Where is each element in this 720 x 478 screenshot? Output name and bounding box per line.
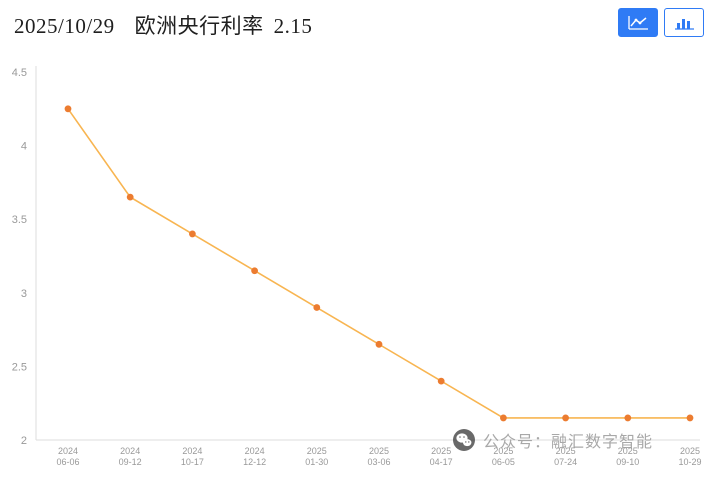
- page-title: 2025/10/29 欧洲央行利率 2.15: [14, 10, 312, 40]
- svg-text:2024: 2024: [245, 446, 265, 456]
- svg-text:2025: 2025: [618, 446, 638, 456]
- chart-type-toggle: [618, 8, 704, 37]
- svg-text:4.5: 4.5: [12, 67, 27, 79]
- svg-text:2024: 2024: [58, 446, 78, 456]
- svg-text:2025: 2025: [556, 446, 576, 456]
- wechat-icon: [452, 428, 476, 452]
- svg-text:10-17: 10-17: [181, 457, 204, 467]
- svg-text:03-06: 03-06: [367, 457, 390, 467]
- svg-text:12-12: 12-12: [243, 457, 266, 467]
- svg-text:09-12: 09-12: [119, 457, 142, 467]
- svg-text:2024: 2024: [182, 446, 202, 456]
- svg-text:06-05: 06-05: [492, 457, 515, 467]
- svg-text:2025: 2025: [369, 446, 389, 456]
- svg-text:2025: 2025: [680, 446, 700, 456]
- title-rate-value: 2.15: [273, 14, 313, 38]
- svg-text:07-24: 07-24: [554, 457, 577, 467]
- svg-text:2025: 2025: [307, 446, 327, 456]
- watermark: 公众号：融汇数字智能: [452, 428, 653, 452]
- svg-text:2024: 2024: [120, 446, 140, 456]
- bar-chart-icon: [673, 15, 695, 31]
- svg-text:09-10: 09-10: [616, 457, 639, 467]
- svg-text:06-06: 06-06: [56, 457, 79, 467]
- title-date: 2025/10/29: [14, 14, 115, 38]
- svg-text:2.5: 2.5: [12, 361, 27, 373]
- watermark-text: 公众号：融汇数字智能: [483, 434, 654, 451]
- line-chart-icon: [627, 15, 649, 31]
- svg-text:2025: 2025: [431, 446, 451, 456]
- title-instrument: 欧洲央行利率: [134, 14, 264, 38]
- svg-text:2: 2: [21, 435, 27, 447]
- svg-text:04-17: 04-17: [430, 457, 453, 467]
- bar-chart-button[interactable]: [664, 8, 704, 37]
- svg-text:01-30: 01-30: [305, 457, 328, 467]
- svg-text:2025: 2025: [493, 446, 513, 456]
- svg-text:10-29: 10-29: [678, 457, 701, 467]
- svg-text:3.5: 3.5: [12, 214, 27, 226]
- svg-text:3: 3: [21, 288, 27, 300]
- svg-text:4: 4: [21, 141, 27, 153]
- line-chart-button[interactable]: [618, 8, 658, 37]
